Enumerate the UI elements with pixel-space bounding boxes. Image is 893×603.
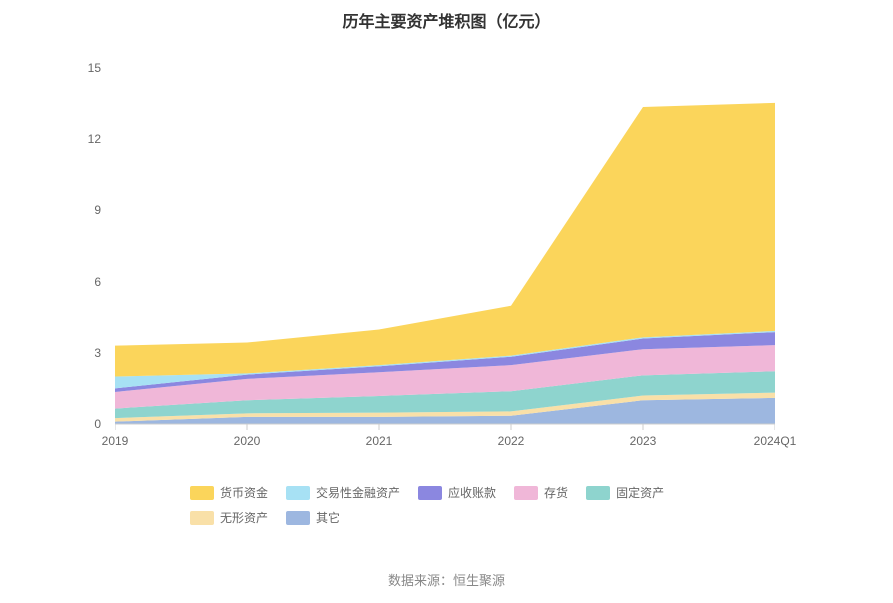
- legend-swatch: [418, 486, 442, 500]
- y-tick-label: 15: [0, 61, 101, 75]
- y-tick-label: 0: [0, 417, 101, 431]
- x-tick-label: 2019: [102, 434, 129, 448]
- legend-item[interactable]: 交易性金融资产: [286, 484, 400, 501]
- legend-label: 交易性金融资产: [316, 484, 400, 501]
- legend-swatch: [190, 486, 214, 500]
- legend-label: 固定资产: [616, 484, 664, 501]
- legend-label: 无形资产: [220, 509, 268, 526]
- legend-swatch: [514, 486, 538, 500]
- legend-swatch: [286, 511, 310, 525]
- legend: 货币资金 交易性金融资产 应收账款 存货 固定资产无形资产 其它: [190, 480, 750, 530]
- legend-swatch: [190, 511, 214, 525]
- legend-label: 存货: [544, 484, 568, 501]
- legend-swatch: [586, 486, 610, 500]
- y-tick-label: 9: [0, 203, 101, 217]
- legend-label: 货币资金: [220, 484, 268, 501]
- x-tick-label: 2024Q1: [754, 434, 797, 448]
- y-tick-label: 12: [0, 132, 101, 146]
- legend-item[interactable]: 固定资产: [586, 484, 664, 501]
- chart-title: 历年主要资产堆积图（亿元）: [0, 8, 893, 32]
- legend-item[interactable]: 无形资产: [190, 509, 268, 526]
- chart-svg: [115, 44, 775, 436]
- y-tick-label: 3: [0, 346, 101, 360]
- legend-label: 应收账款: [448, 484, 496, 501]
- x-tick-label: 2020: [234, 434, 261, 448]
- legend-item[interactable]: 其它: [286, 509, 340, 526]
- x-tick-label: 2021: [366, 434, 393, 448]
- legend-item[interactable]: 存货: [514, 484, 568, 501]
- legend-item[interactable]: 货币资金: [190, 484, 268, 501]
- data-source: 数据来源：恒生聚源: [0, 570, 893, 589]
- x-tick-label: 2023: [630, 434, 657, 448]
- legend-item[interactable]: 应收账款: [418, 484, 496, 501]
- chart-container: 历年主要资产堆积图（亿元） 0 3 6 9 12 15 货币资金 交易性金融资产 应收账款 存货…: [0, 0, 893, 603]
- legend-swatch: [286, 486, 310, 500]
- legend-label: 其它: [316, 509, 340, 526]
- area-series: [115, 103, 775, 377]
- x-tick-label: 2022: [498, 434, 525, 448]
- plot-area: [115, 44, 775, 424]
- y-tick-label: 6: [0, 275, 101, 289]
